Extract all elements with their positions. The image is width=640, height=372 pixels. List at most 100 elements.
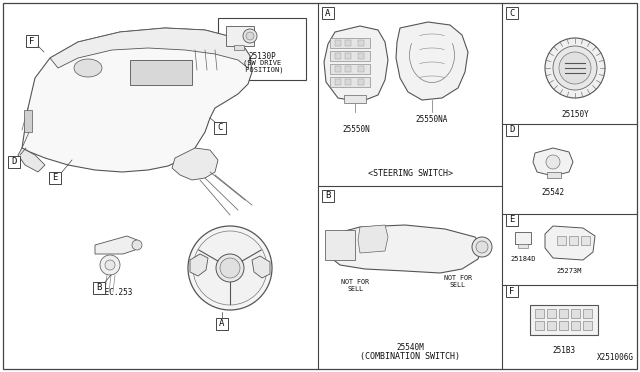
FancyBboxPatch shape — [26, 35, 38, 47]
Bar — [515, 232, 531, 244]
Text: 25550NA: 25550NA — [416, 115, 448, 124]
FancyBboxPatch shape — [322, 190, 334, 202]
Circle shape — [105, 260, 115, 270]
Circle shape — [559, 52, 591, 84]
Bar — [218, 18, 306, 80]
Bar — [518, 244, 528, 248]
Polygon shape — [95, 236, 137, 254]
Bar — [535, 309, 544, 318]
Bar — [335, 53, 341, 59]
FancyBboxPatch shape — [214, 122, 226, 134]
FancyBboxPatch shape — [506, 285, 518, 297]
Text: C: C — [218, 124, 223, 132]
Polygon shape — [252, 256, 270, 278]
FancyBboxPatch shape — [93, 282, 105, 294]
Bar — [335, 79, 341, 85]
Circle shape — [100, 255, 120, 275]
Bar — [330, 51, 370, 61]
Polygon shape — [190, 254, 208, 276]
Circle shape — [472, 237, 492, 257]
Bar — [547, 321, 556, 330]
Text: (COMBINATION SWITCH): (COMBINATION SWITCH) — [360, 353, 460, 362]
Text: A: A — [220, 320, 225, 328]
Ellipse shape — [74, 59, 102, 77]
FancyBboxPatch shape — [506, 214, 518, 226]
Polygon shape — [172, 148, 218, 180]
Text: 25150Y: 25150Y — [561, 110, 589, 119]
Bar — [345, 79, 351, 85]
Bar — [24, 110, 32, 132]
Bar — [234, 45, 244, 50]
Text: F: F — [29, 36, 35, 45]
Circle shape — [546, 155, 560, 169]
Bar — [559, 309, 568, 318]
Text: E: E — [52, 173, 58, 183]
Bar — [358, 66, 364, 72]
Text: C: C — [509, 9, 515, 17]
Text: B: B — [96, 283, 102, 292]
Text: B: B — [325, 192, 331, 201]
Bar — [345, 53, 351, 59]
Bar — [330, 77, 370, 87]
Text: NOT FOR: NOT FOR — [444, 275, 472, 281]
Circle shape — [553, 46, 597, 90]
Circle shape — [476, 241, 488, 253]
Circle shape — [188, 226, 272, 310]
Circle shape — [132, 240, 142, 250]
Text: E: E — [509, 215, 515, 224]
Bar — [358, 79, 364, 85]
Bar — [335, 40, 341, 46]
Text: F: F — [509, 286, 515, 295]
Polygon shape — [330, 225, 482, 273]
Text: 25542: 25542 — [541, 188, 564, 197]
Bar — [226, 26, 254, 46]
Text: 25550N: 25550N — [342, 125, 370, 134]
Circle shape — [243, 29, 257, 43]
FancyBboxPatch shape — [130, 60, 192, 85]
Bar — [571, 321, 580, 330]
Bar — [571, 309, 580, 318]
FancyBboxPatch shape — [8, 156, 20, 168]
Polygon shape — [18, 148, 45, 172]
Text: X251006G: X251006G — [597, 353, 634, 362]
Bar — [559, 321, 568, 330]
Text: A: A — [325, 9, 331, 17]
Bar — [344, 95, 366, 103]
Polygon shape — [324, 26, 388, 102]
Bar — [330, 38, 370, 48]
Bar — [581, 236, 590, 245]
Bar — [583, 309, 592, 318]
Text: 25130P: 25130P — [248, 52, 276, 61]
FancyBboxPatch shape — [49, 172, 61, 184]
Text: <STEERING SWITCH>: <STEERING SWITCH> — [367, 169, 452, 177]
FancyBboxPatch shape — [506, 124, 518, 136]
Bar — [345, 66, 351, 72]
Text: 25184D: 25184D — [510, 256, 536, 262]
Circle shape — [216, 254, 244, 282]
Text: (SW DRIVE
 POSITION): (SW DRIVE POSITION) — [241, 59, 284, 73]
Circle shape — [545, 38, 605, 98]
Bar — [330, 64, 370, 74]
Polygon shape — [358, 225, 388, 253]
Bar — [547, 172, 561, 178]
Bar — [358, 40, 364, 46]
Polygon shape — [396, 22, 468, 100]
Text: D: D — [12, 157, 17, 167]
Polygon shape — [50, 28, 250, 68]
Circle shape — [193, 231, 267, 305]
Polygon shape — [545, 226, 595, 260]
Bar — [530, 305, 598, 335]
Bar — [345, 40, 351, 46]
Bar — [325, 230, 355, 260]
FancyBboxPatch shape — [322, 7, 334, 19]
Text: 251B3: 251B3 — [552, 346, 575, 355]
Text: SEC.253: SEC.253 — [101, 288, 133, 297]
Bar — [569, 236, 578, 245]
Text: SELL: SELL — [347, 286, 363, 292]
FancyBboxPatch shape — [506, 7, 518, 19]
Bar — [583, 321, 592, 330]
Bar — [358, 53, 364, 59]
FancyBboxPatch shape — [216, 318, 228, 330]
Circle shape — [220, 258, 240, 278]
Bar — [335, 66, 341, 72]
